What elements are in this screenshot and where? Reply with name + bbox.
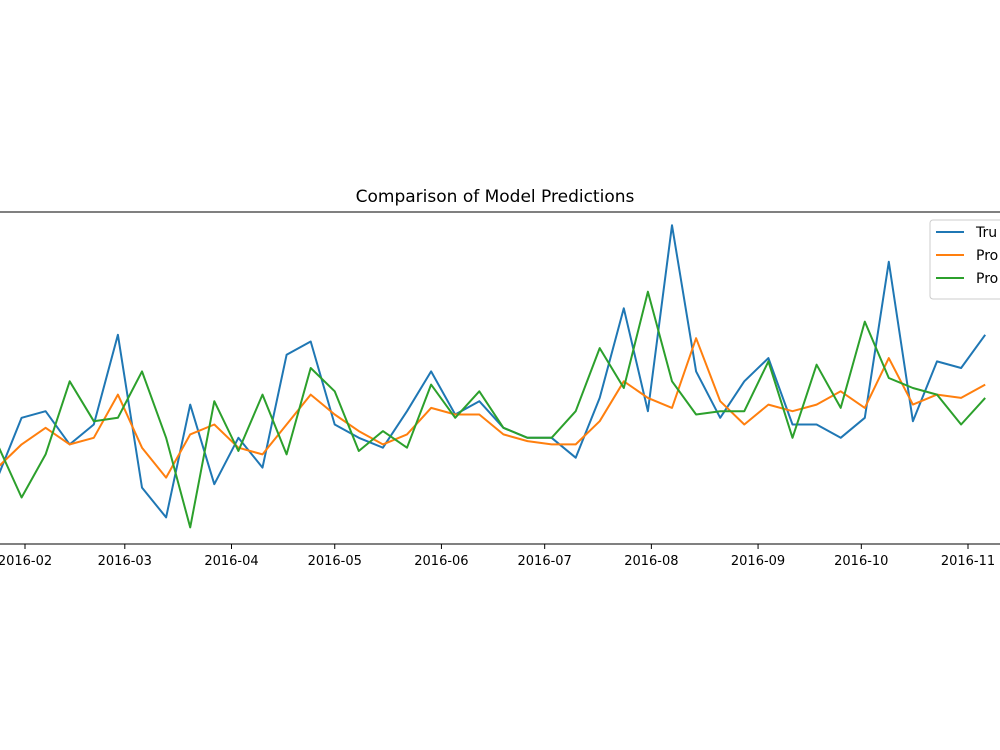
legend: Tru Pro Pro	[929, 219, 1000, 300]
legend-box	[929, 219, 1000, 300]
x-tick-label: 2016-04	[204, 554, 258, 569]
x-tick-label: 2016-03	[98, 554, 152, 569]
plot-lines	[0, 224, 987, 529]
legend-label-1: Tru	[975, 225, 997, 241]
series-line-1	[0, 224, 987, 519]
legend-label-3: Pro	[976, 271, 998, 287]
x-tick-label: 2016-11	[941, 554, 995, 569]
x-tick-label: 2016-09	[731, 554, 785, 569]
x-tick-label: 2016-02	[0, 554, 52, 569]
x-axis: 2016-02 2016-03 2016-04 2016-05 2016-06 2016-…	[0, 544, 995, 569]
x-tick-label: 2016-07	[518, 554, 572, 569]
legend-label-2: Pro	[976, 248, 998, 264]
x-tick-label: 2016-08	[624, 554, 678, 569]
x-tick-label: 2016-05	[308, 554, 362, 569]
x-tick-label: 2016-06	[414, 554, 468, 569]
chart-title: Comparison of Model Predictions	[356, 187, 635, 207]
x-tick-label: 2016-10	[834, 554, 888, 569]
series-line-2	[0, 337, 986, 479]
series-line-3	[0, 290, 986, 529]
